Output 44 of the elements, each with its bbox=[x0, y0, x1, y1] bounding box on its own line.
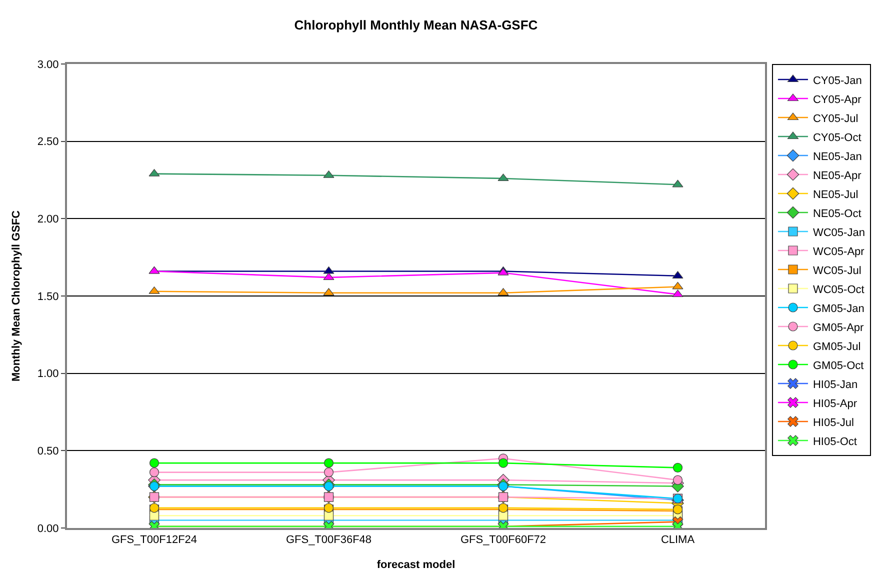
chart-title: Chlorophyll Monthly Mean NASA-GSFC bbox=[294, 17, 538, 32]
y-tick-label: 2.50 bbox=[37, 136, 59, 148]
y-tick-label: 1.50 bbox=[37, 290, 59, 303]
point bbox=[498, 510, 508, 520]
legend-label: WC05-Apr bbox=[812, 246, 865, 258]
legend-label: CY05-Oct bbox=[812, 132, 862, 144]
legend-label: HI05-Apr bbox=[812, 398, 858, 410]
legend-label: NE05-Jan bbox=[812, 150, 862, 163]
legend-label: GM05-Jan bbox=[812, 302, 864, 315]
y-tick-label: 1.00 bbox=[37, 368, 59, 380]
point bbox=[149, 468, 160, 478]
point bbox=[672, 462, 683, 472]
legend-label: GM05-Oct bbox=[812, 360, 864, 372]
y-tick-label: 0.50 bbox=[37, 446, 59, 458]
legend-label: HI05-Oct bbox=[812, 436, 857, 448]
point bbox=[324, 510, 334, 520]
y-axis-title: Monthly Mean Chlorophyll GSFC bbox=[10, 210, 23, 382]
legend-label: NE05-Oct bbox=[812, 208, 862, 220]
y-tick-label: 2.00 bbox=[37, 214, 59, 226]
point bbox=[498, 458, 508, 468]
legend-label: CY05-Jul bbox=[812, 112, 858, 125]
y-tick-label: 3.00 bbox=[37, 58, 59, 71]
legend-label: NE05-Jul bbox=[812, 188, 858, 201]
point bbox=[324, 458, 334, 468]
legend-label: WC05-Jul bbox=[812, 264, 862, 277]
legend-label: CY05-Apr bbox=[812, 94, 862, 106]
legend-label: NE05-Apr bbox=[812, 170, 862, 182]
y-tick-label: 0.00 bbox=[37, 522, 59, 535]
point bbox=[149, 458, 160, 468]
legend-label: HI05-Jan bbox=[812, 378, 858, 391]
point bbox=[324, 468, 334, 478]
legend-label: CY05-Jan bbox=[812, 74, 862, 87]
x-tick-label: CLIMA bbox=[660, 534, 696, 546]
legend-label: WC05-Oct bbox=[812, 284, 864, 296]
legend-label: HI05-Jul bbox=[812, 416, 854, 429]
legend-label: GM05-Apr bbox=[812, 322, 864, 334]
x-tick-label: GFS_T00F36F48 bbox=[286, 534, 372, 546]
x-tick-label: GFS_T00F60F72 bbox=[460, 534, 546, 546]
point bbox=[149, 510, 160, 520]
legend-label: WC05-Jan bbox=[812, 226, 865, 239]
point bbox=[672, 475, 683, 485]
x-tick-label: GFS_T00F12F24 bbox=[111, 534, 198, 546]
legend-label: GM05-Jul bbox=[812, 340, 861, 353]
x-axis-title: forecast model bbox=[376, 558, 456, 571]
